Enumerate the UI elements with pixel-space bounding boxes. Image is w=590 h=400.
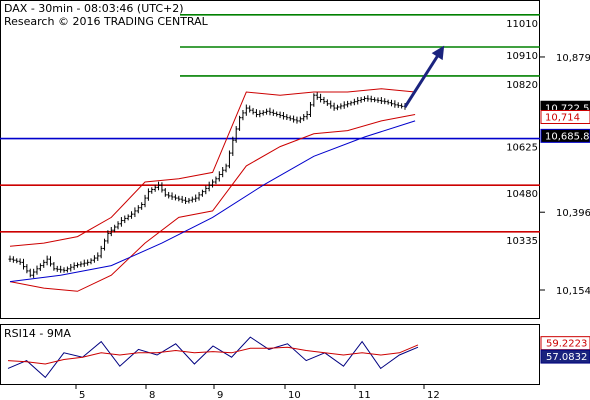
level-label-10625: 10625 (506, 143, 538, 154)
projection-layer (403, 45, 445, 108)
price-box-bollinger (540, 110, 590, 124)
level-label-10335: 10335 (506, 236, 538, 247)
y-tick-label: 10,879 (556, 53, 590, 64)
projection-arrow-head (431, 45, 445, 61)
rsi-panel-frame (0, 324, 540, 385)
price-boxes: 10,722.510,714 10,685.8 (540, 100, 590, 143)
x-tick-label: 12 (427, 390, 440, 400)
level-label-10910: 10910 (506, 51, 538, 62)
level-label-10480: 10480 (506, 189, 538, 200)
chart-header-title: DAX - 30min - 08:03:46 (UTC+2) (4, 2, 184, 15)
price-box-label-price: 10,722.5 (545, 103, 590, 114)
rsi-box-label-rsi_ma: 59.2223 (546, 339, 587, 350)
bollinger-lower-line (9, 114, 416, 292)
rsi-line (7, 336, 419, 379)
projection-arrow-line (403, 48, 444, 108)
level-label-10820: 10820 (506, 80, 538, 91)
x-tick-label: 9 (217, 390, 223, 400)
x-tick-label: 11 (358, 390, 371, 400)
price-box-label-bollinger: 10,714 (545, 113, 580, 124)
x-tick-label: 8 (149, 390, 155, 400)
levels-layer: 11010 10910 10820 10625 10480 10335 (0, 14, 540, 247)
rsi-title: RSI14 - 9MA (4, 327, 71, 340)
bands-layer (9, 88, 416, 292)
candles-layer (8, 92, 407, 278)
rsi-box-label-rsi: 57.0832 (546, 352, 587, 363)
level-label-11010: 11010 (506, 19, 538, 30)
rsi-layer: 59.2223 57.0832 (7, 336, 590, 379)
price-box-moving_average (540, 128, 590, 143)
x-axis: 5 8 9 10 11 12 (75, 384, 440, 400)
y-tick-label: 10,154 (556, 286, 590, 297)
y-tick-label: 10,396 (556, 208, 590, 219)
rsi-ma-line (7, 344, 419, 365)
moving-average-line (9, 120, 416, 283)
x-tick-label: 10 (288, 390, 301, 400)
rsi-box-rsi (540, 349, 590, 364)
bollinger-upper-line (9, 88, 416, 247)
x-tick-label: 5 (79, 390, 85, 400)
price-panel-frame (0, 0, 540, 319)
chart-header-copyright: Research © 2016 TRADING CENTRAL (4, 15, 209, 28)
price-box-label-moving_average: 10,685.8 (545, 131, 590, 142)
y-axis: 10,154 10,396 10,879 (540, 53, 590, 297)
